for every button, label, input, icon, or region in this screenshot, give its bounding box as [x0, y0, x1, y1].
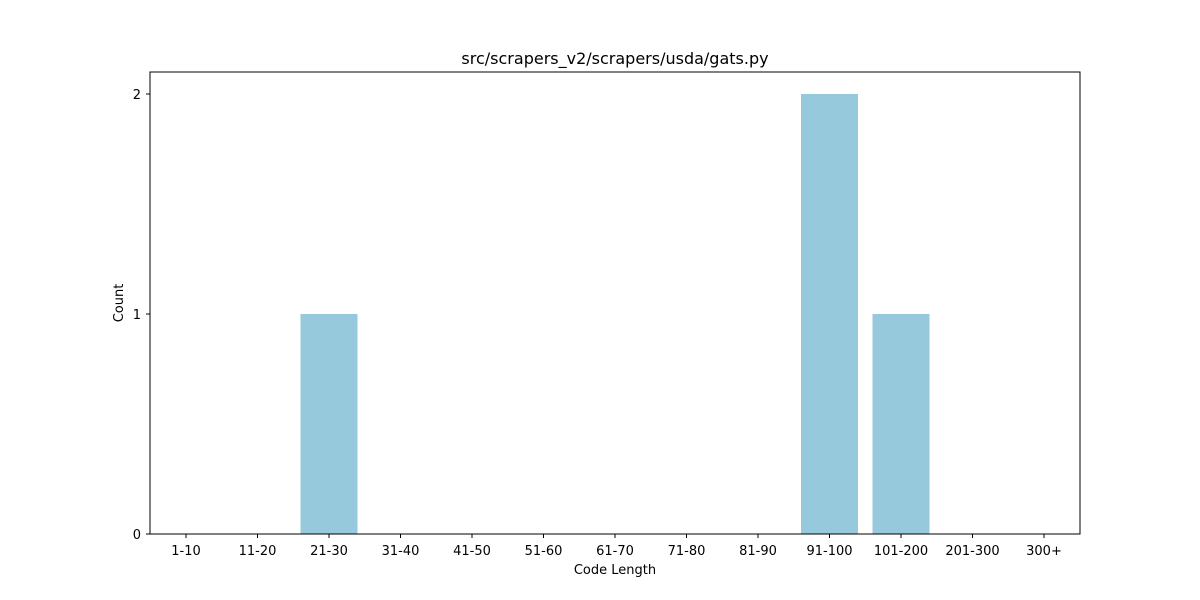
bar-91-100 [801, 94, 858, 534]
x-axis-label: Code Length [574, 563, 656, 578]
y-axis-label: Count [112, 284, 127, 323]
x-tick-label: 71-80 [668, 544, 706, 559]
x-tick-label: 61-70 [596, 544, 634, 559]
x-tick-label: 21-30 [310, 544, 348, 559]
bar-101-200 [872, 314, 930, 534]
x-tick-label: 31-40 [382, 544, 420, 559]
bars-layer [300, 94, 930, 534]
x-tick-label: 300+ [1026, 544, 1062, 559]
x-tick-label: 1-10 [171, 544, 201, 559]
x-tick-label: 101-200 [874, 544, 928, 559]
y-tick-label: 0 [133, 528, 141, 543]
x-tick-label: 201-300 [945, 544, 999, 559]
plot-frame [149, 71, 1081, 535]
x-axis-ticks: 1-10 11-20 21-30 31-40 41-50 51-60 61-70 71-80 8… [171, 534, 1062, 559]
x-tick-label: 41-50 [453, 544, 491, 559]
chart-title: src/scrapers_v2/scrapers/usda/gats.py [461, 49, 768, 69]
bar-21-30 [300, 314, 358, 534]
x-tick-label: 51-60 [525, 544, 563, 559]
y-axis-ticks: 0 1 2 [133, 88, 150, 543]
y-tick-label: 1 [133, 308, 141, 323]
x-tick-label: 81-90 [739, 544, 777, 559]
y-tick-label: 2 [133, 88, 141, 103]
x-tick-label: 11-20 [239, 544, 277, 559]
x-tick-label: 91-100 [806, 544, 852, 559]
